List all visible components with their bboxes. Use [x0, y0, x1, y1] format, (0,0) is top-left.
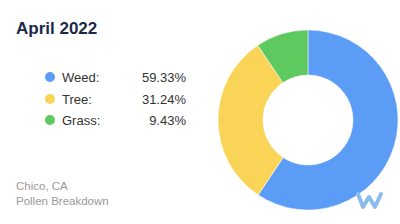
legend-swatch [45, 115, 55, 125]
legend-label: Weed: [62, 70, 99, 85]
slices [218, 30, 398, 210]
slice [258, 30, 398, 210]
legend-swatch [45, 72, 55, 82]
legend-value: 9.43% [149, 113, 186, 128]
annotation: Chico, CA [16, 180, 68, 192]
legend-swatch [45, 94, 55, 104]
background [0, 0, 400, 224]
legend-label: Grass: [62, 113, 100, 128]
legend-value: 59.33% [142, 70, 187, 85]
chart-svg: April 2022 Weed: 59.33% Tree: 31.24% Grass: 9.… [0, 0, 400, 224]
title: April 2022 [16, 19, 97, 38]
legend: Weed: 59.33% Tree: 31.24% Grass: 9.43% [45, 70, 186, 128]
slice [258, 30, 308, 83]
legend-value: 31.24% [142, 92, 187, 107]
chart-container: April 2022 Weed: 59.33% Tree: 31.24% Grass: 9.… [0, 0, 400, 224]
legend-label: Tree: [62, 92, 92, 107]
annotation: Pollen Breakdown [16, 195, 109, 207]
logo [358, 194, 381, 207]
